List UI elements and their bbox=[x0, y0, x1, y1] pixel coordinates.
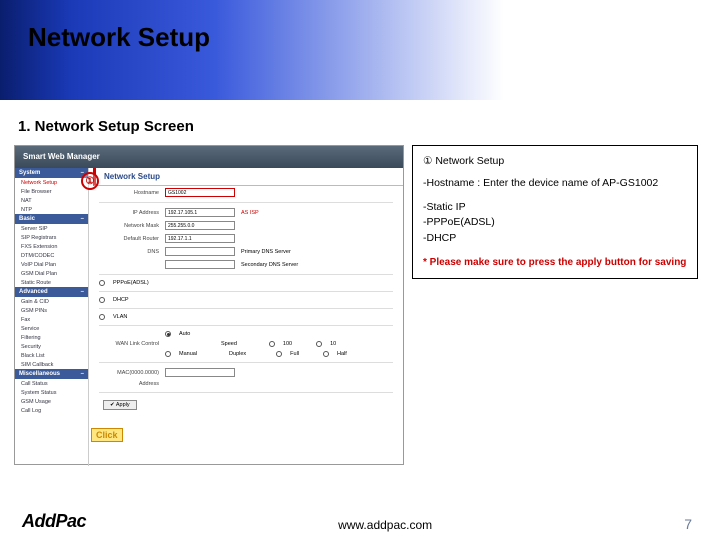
gw-input[interactable] bbox=[165, 234, 235, 243]
speed-label: Speed bbox=[221, 341, 237, 347]
footer-url: www.addpac.com bbox=[338, 518, 432, 532]
sidebar-cat-advanced[interactable]: Advanced– bbox=[15, 287, 88, 297]
info-note: * Please make sure to press the apply bu… bbox=[423, 255, 687, 270]
sidebar-item[interactable]: GSM Dial Plan bbox=[15, 269, 88, 278]
apply-button[interactable]: ✔ Apply bbox=[103, 400, 137, 410]
sidebar-item-network[interactable]: Network Setup bbox=[15, 178, 88, 187]
wan-label: WAN Link Control bbox=[99, 341, 159, 347]
dns-label: DNS bbox=[99, 249, 159, 255]
sidebar-cat-basic[interactable]: Basic– bbox=[15, 214, 88, 224]
sidebar-item[interactable]: SIP Registrars bbox=[15, 233, 88, 242]
mask-label: Network Mask bbox=[99, 223, 159, 229]
auto-radio[interactable] bbox=[165, 331, 171, 337]
slide-footer: AddPac www.addpac.com 7 bbox=[0, 511, 720, 532]
app-screenshot: Smart Web Manager System– Network Setup … bbox=[14, 145, 404, 465]
sidebar-item[interactable]: System Status bbox=[15, 388, 88, 397]
sidebar-cat-system[interactable]: System– bbox=[15, 168, 88, 178]
sidebar-item[interactable]: Call Status bbox=[15, 379, 88, 388]
ip-label: IP Address bbox=[99, 210, 159, 216]
dns2-hint: Secondary DNS Server bbox=[241, 262, 298, 268]
sidebar-item[interactable]: Static Route bbox=[15, 278, 88, 287]
section-heading: 1. Network Setup Screen bbox=[18, 118, 720, 135]
sidebar-item[interactable]: GSM PINs bbox=[15, 306, 88, 315]
info-hostname: -Hostname : Enter the device name of AP-… bbox=[423, 176, 687, 192]
brand-logo: AddPac bbox=[22, 511, 86, 532]
sidebar-item[interactable]: File Browser bbox=[15, 187, 88, 196]
hostname-label: Hostname bbox=[99, 190, 159, 196]
info-lead: ① Network Setup bbox=[423, 154, 687, 170]
info-panel: ① Network Setup -Hostname : Enter the de… bbox=[412, 145, 698, 279]
app-header: Smart Web Manager bbox=[15, 146, 403, 168]
vlan-label: VLAN bbox=[113, 314, 127, 320]
sidebar-item[interactable]: GSM Usage bbox=[15, 397, 88, 406]
manual-radio[interactable] bbox=[165, 351, 171, 357]
hostname-input[interactable] bbox=[165, 188, 235, 197]
page-number: 7 bbox=[684, 516, 692, 532]
mac-input[interactable] bbox=[165, 368, 235, 377]
sidebar-item[interactable]: Gain & CID bbox=[15, 297, 88, 306]
dns1-input[interactable] bbox=[165, 247, 235, 256]
slide-title: Network Setup bbox=[28, 22, 720, 53]
sidebar-item[interactable]: VoIP Dial Plan bbox=[15, 260, 88, 269]
dns1-hint: Primary DNS Server bbox=[241, 249, 291, 255]
dhcp-radio[interactable] bbox=[99, 297, 105, 303]
callout-marker-1: ① bbox=[81, 172, 99, 190]
ppp-label: PPPoE(ADSL) bbox=[113, 280, 149, 286]
sidebar: System– Network Setup File Browser NAT N… bbox=[15, 168, 89, 466]
ppp-radio[interactable] bbox=[99, 280, 105, 286]
ip-input[interactable] bbox=[165, 208, 235, 217]
info-opt3: -DHCP bbox=[423, 231, 687, 247]
sidebar-item[interactable]: Security bbox=[15, 342, 88, 351]
dns2-input[interactable] bbox=[165, 260, 235, 269]
sidebar-item[interactable]: NAT bbox=[15, 196, 88, 205]
addr-label: Address bbox=[99, 381, 159, 387]
main-title: Network Setup bbox=[93, 168, 403, 186]
dhcp-label: DHCP bbox=[113, 297, 129, 303]
content-row: Smart Web Manager System– Network Setup … bbox=[0, 145, 720, 465]
mask-input[interactable] bbox=[165, 221, 235, 230]
sidebar-item[interactable]: Server SIP bbox=[15, 224, 88, 233]
sidebar-item[interactable]: Filtering bbox=[15, 333, 88, 342]
sidebar-item[interactable]: DTM/CODEC bbox=[15, 251, 88, 260]
mac-label: MAC(0000.0000) bbox=[99, 370, 159, 376]
click-callout: Click bbox=[91, 428, 123, 442]
vlan-check[interactable] bbox=[99, 314, 105, 320]
sidebar-item[interactable]: Fax bbox=[15, 315, 88, 324]
sidebar-item[interactable]: Call Log bbox=[15, 406, 88, 415]
sidebar-item[interactable]: NTP bbox=[15, 205, 88, 214]
info-opt2: -PPPoE(ADSL) bbox=[423, 215, 687, 231]
slide-header: Network Setup bbox=[0, 0, 720, 100]
main-panel: Network Setup Hostname IP AddressAS ISP … bbox=[89, 168, 403, 466]
duplex-label: Duplex bbox=[229, 351, 246, 357]
sidebar-item[interactable]: Black List bbox=[15, 351, 88, 360]
sidebar-cat-misc[interactable]: Miscellaneous– bbox=[15, 369, 88, 379]
sidebar-item[interactable]: SIM Callback bbox=[15, 360, 88, 369]
sidebar-item[interactable]: FXS Extension bbox=[15, 242, 88, 251]
info-opt1: -Static IP bbox=[423, 200, 687, 216]
sidebar-item[interactable]: Service bbox=[15, 324, 88, 333]
gw-label: Default Router bbox=[99, 236, 159, 242]
